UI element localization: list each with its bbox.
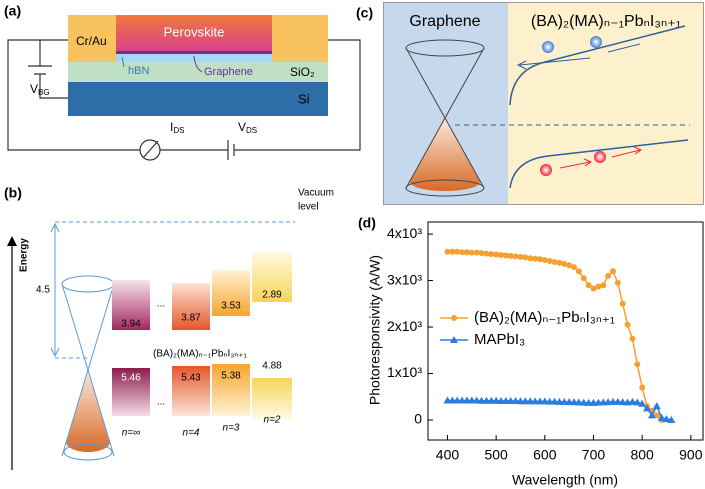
band-value: 5.38 xyxy=(221,371,241,382)
legend-label: (BA)₂(MA)ₙ₋₁PbₙI₃ₙ₊₁ xyxy=(474,309,615,326)
data-point xyxy=(610,268,616,274)
axis-label: Energy xyxy=(19,238,30,272)
data-point xyxy=(600,282,606,288)
region-label: (BA)₂(MA)ₙ₋₁PbₙI₃ₙ₊₁ xyxy=(531,13,681,30)
figure: (a) Cr/Au Perovskite hBN Graphene SiO₂ S… xyxy=(0,0,705,489)
legend-label: MAPbI₃ xyxy=(474,331,525,348)
panel-a: (a) Cr/Au Perovskite hBN Graphene SiO₂ S… xyxy=(4,3,360,160)
band-value: 4.88 xyxy=(262,361,282,372)
band-value: 3.94 xyxy=(121,319,141,330)
data-point xyxy=(615,280,621,286)
panel-label: (b) xyxy=(4,185,22,201)
vacuum-label: Vacuum xyxy=(298,188,334,199)
data-point xyxy=(620,301,626,307)
x-tick-label: 400 xyxy=(436,447,460,463)
layer-number: n=3 xyxy=(223,423,240,434)
band-value: 3.87 xyxy=(181,313,201,324)
layer-number: n=∞ xyxy=(122,428,141,439)
panel-c: (c) Graphene (BA)₂(MA)ₙ₋₁PbₙI₃ₙ₊₁ xyxy=(356,2,704,205)
y-tick-label: 3x10³ xyxy=(387,271,422,287)
perovskite-label: Perovskite xyxy=(164,24,225,39)
region-label: Graphene xyxy=(409,13,480,30)
data-point xyxy=(581,275,587,281)
oxide-label: SiO₂ xyxy=(290,65,315,79)
panel-label: (d) xyxy=(358,215,376,231)
data-point xyxy=(625,322,631,328)
data-point xyxy=(639,384,645,390)
hole xyxy=(594,151,606,163)
x-tick-label: 600 xyxy=(533,447,557,463)
current-label: IDS xyxy=(170,120,184,135)
data-point xyxy=(629,336,635,342)
panel-label: (a) xyxy=(4,3,21,19)
panel-d: (d) Wavelength (nm) Photoresponsivity (A… xyxy=(358,215,703,488)
voltage-label: VDS xyxy=(238,120,257,135)
y-axis-label: Photoresponsivity (A/W) xyxy=(367,255,383,405)
data-point xyxy=(634,361,640,367)
data-point xyxy=(576,268,582,274)
x-tick-label: 700 xyxy=(582,447,606,463)
formula: (BA)₂(MA)ₙ₋₁PbₙI₃ₙ₊₁ xyxy=(153,349,248,360)
band-value: 2.89 xyxy=(262,290,282,301)
perovskite-region xyxy=(508,2,704,205)
si-layer xyxy=(68,82,328,116)
graphene-label: Graphene xyxy=(204,66,253,78)
y-tick-label: 4x10³ xyxy=(387,225,422,241)
graphene-layer xyxy=(116,51,272,54)
oxide-layer xyxy=(68,62,328,82)
panel-label: (c) xyxy=(356,5,373,21)
data-point xyxy=(605,273,611,279)
ellipsis: ... xyxy=(157,299,165,310)
work-function-label: 4.5 xyxy=(36,285,50,296)
contact-right xyxy=(272,15,328,62)
x-axis-label: Wavelength (nm) xyxy=(512,472,618,488)
band-value: 5.43 xyxy=(181,373,201,384)
legend-marker xyxy=(451,315,457,321)
band-value: 3.53 xyxy=(221,301,241,312)
energy-arrowhead xyxy=(7,236,17,246)
ellipsis: ... xyxy=(157,397,165,408)
work-function-arrow xyxy=(51,224,59,356)
layer-number: n=4 xyxy=(183,428,200,439)
layer-number: n=2 xyxy=(264,415,281,426)
plot-frame xyxy=(428,222,703,440)
panel-b: (b) Energy Vacuum level 4.5 3.94 5.46 n=… xyxy=(4,185,334,470)
x-tick-label: 800 xyxy=(630,447,654,463)
band-value: 5.46 xyxy=(121,373,141,384)
x-tick-label: 900 xyxy=(679,447,703,463)
substrate-label: Si xyxy=(298,91,310,106)
electron xyxy=(542,41,554,53)
hbn-label: hBN xyxy=(128,65,149,77)
dirac-cone xyxy=(62,276,114,460)
contact-label: Cr/Au xyxy=(76,34,107,48)
y-tick-label: 0 xyxy=(414,411,422,427)
y-tick-label: 1x10³ xyxy=(387,364,422,380)
y-tick-label: 2x10³ xyxy=(387,318,422,334)
data-point xyxy=(653,402,661,409)
x-tick-label: 500 xyxy=(484,447,508,463)
data-point xyxy=(571,264,577,270)
electron xyxy=(590,36,602,48)
hole xyxy=(540,164,552,176)
vacuum-label: level xyxy=(298,202,319,213)
